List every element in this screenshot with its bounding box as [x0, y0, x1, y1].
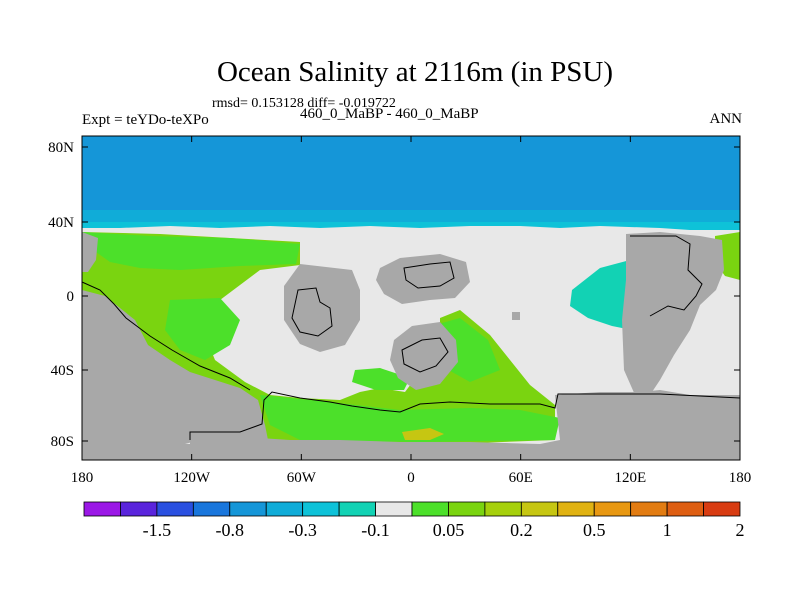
north-blue-cap: [82, 136, 740, 210]
coast-central: [291, 287, 333, 337]
colorbar-label: -0.8: [216, 520, 245, 540]
y-tick-label: 80N: [48, 140, 74, 156]
colorbar-swatch: [520, 501, 559, 517]
colorbar-swatch: [484, 501, 522, 517]
colorbar-swatch: [229, 501, 267, 517]
coastlines: [81, 235, 741, 440]
colorbar-swatch: [666, 501, 704, 517]
map-subtitle: 460_0_MaBP - 460_0_MaBP: [300, 106, 479, 122]
land-left-strip: [82, 232, 98, 272]
green-patch-left: [82, 232, 300, 270]
green-patch-south: [260, 395, 560, 442]
colorbar-label: -0.1: [361, 520, 390, 540]
experiment-label: Expt = teYDo-teXPo: [82, 112, 209, 128]
land-tiny-island: [512, 312, 520, 320]
colorbar-swatch: [265, 501, 304, 517]
colorbar-label: 0.5: [583, 520, 606, 540]
land-antarctica: [82, 390, 740, 460]
colorbar-label: 0.05: [433, 520, 465, 540]
colorbar-swatch: [120, 501, 158, 517]
x-tick-label: 120E: [614, 470, 646, 486]
north-light-band: [82, 210, 740, 224]
colorbar-label: 1: [663, 520, 672, 540]
yellow-spot: [402, 428, 444, 440]
colorbar-swatch: [375, 501, 413, 517]
colorbar-swatch: [338, 501, 376, 517]
land-central-block: [284, 264, 360, 352]
x-tick-label: 60W: [287, 470, 317, 486]
stats-line: rmsd= 0.153128 diff= -0.019722: [212, 96, 396, 111]
x-tick-label: 120W: [173, 470, 211, 486]
coast-east: [630, 235, 703, 317]
x-axis: 180 120W 60W 0 60E 120E 180: [71, 136, 752, 486]
colorbar-swatch: [593, 501, 632, 517]
colorbar-swatch: [557, 501, 595, 517]
x-tick-label: 60E: [509, 470, 533, 486]
colorbar-swatch: [302, 501, 340, 517]
colorbar-swatch: [192, 501, 231, 517]
colorbar-swatch: [156, 501, 194, 517]
map-panel: [81, 136, 741, 460]
x-tick-label: 180: [71, 470, 94, 486]
green-patch-center: [165, 298, 240, 360]
colorbar-swatch: [703, 501, 741, 517]
y-axis: 80N 40N 0 40S 80S: [48, 140, 740, 450]
colorbar-label: 2: [736, 520, 745, 540]
coast-antarctica: [189, 391, 741, 440]
season-label: ANN: [709, 111, 743, 127]
colorbar-swatch: [411, 501, 449, 517]
land-north-island: [376, 254, 470, 304]
colorbar: -1.5 -0.8 -0.3 -0.1 0.05 0.2 0.5 1 2: [83, 501, 745, 540]
map-title: Ocean Salinity at 2116m (in PSU): [216, 56, 614, 88]
colorbar-swatch: [448, 501, 486, 517]
land-west-continent: [82, 290, 268, 444]
colorbar-swatch: [630, 501, 668, 517]
colorbar-label: -1.5: [143, 520, 172, 540]
x-tick-label: 180: [729, 470, 752, 486]
x-tick-label: 0: [407, 470, 415, 486]
north-edge-band: [82, 222, 740, 230]
colorbar-label: -0.3: [288, 520, 317, 540]
y-tick-label: 80S: [51, 434, 74, 450]
teal-patch: [570, 260, 632, 330]
green-patch-isle: [352, 368, 410, 390]
y-tick-label: 0: [67, 289, 75, 305]
coast-north-island: [403, 261, 455, 289]
colorbar-label: 0.2: [510, 520, 533, 540]
coast-west: [81, 281, 251, 391]
y-tick-label: 40N: [48, 215, 74, 231]
y-tick-label: 40S: [51, 363, 74, 379]
coast-south-island: [401, 337, 449, 373]
land-east-continent: [622, 232, 724, 395]
colorbar-swatch: [83, 501, 121, 517]
